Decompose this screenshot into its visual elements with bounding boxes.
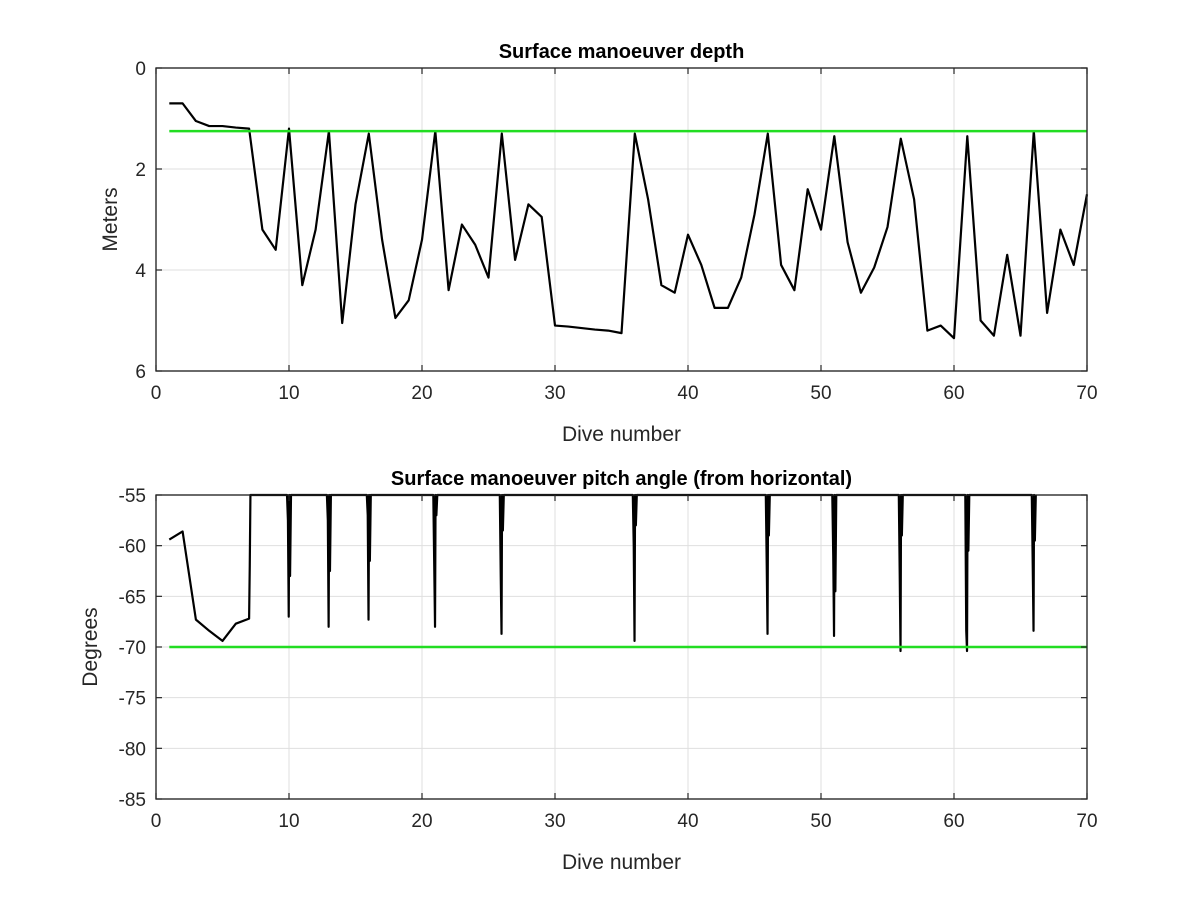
y-tick-label: -70 — [119, 638, 146, 659]
y-tick-label: -55 — [119, 486, 146, 507]
data-series-line — [169, 102, 1089, 340]
x-tick-label: 70 — [1076, 383, 1097, 404]
x-axis-label: Dive number — [562, 851, 681, 874]
pitch-angle-plot: 0 10 20 30 40 50 60 70 -55 -60 -65 -70 -75 -80 -85 Surf… — [79, 468, 1098, 874]
x-tick-label: 0 — [151, 383, 162, 404]
y-tick-label: 2 — [135, 160, 146, 181]
x-tick-label: 40 — [677, 383, 698, 404]
x-tick-label: 60 — [943, 811, 964, 832]
x-tick-label: 50 — [810, 383, 831, 404]
x-tick-label: 30 — [544, 383, 565, 404]
x-tick-label: 20 — [411, 811, 432, 832]
x-tick-label: 10 — [278, 811, 299, 832]
y-tick-label: -75 — [119, 689, 146, 710]
y-tick-label: -85 — [119, 790, 146, 811]
x-tick-label: 70 — [1076, 811, 1097, 832]
y-tick-label: 0 — [135, 59, 146, 80]
x-tick-label: 60 — [943, 383, 964, 404]
chart-title: Surface manoeuver pitch angle (from hori… — [391, 468, 852, 490]
x-tick-label: 30 — [544, 811, 565, 832]
y-tick-label: -60 — [119, 537, 146, 558]
y-tick-label: 4 — [135, 261, 146, 282]
y-tick-label: 6 — [135, 362, 146, 383]
data-series-line — [168, 493, 1037, 653]
y-axis-label: Degrees — [79, 607, 102, 686]
axes-frame — [155, 67, 1088, 372]
y-tick-label: -80 — [119, 739, 146, 760]
x-tick-label: 40 — [677, 811, 698, 832]
x-tick-label: 0 — [151, 811, 162, 832]
depth-plot: 0 10 20 30 40 50 60 70 0 2 4 6 Surface manoeuver dep… — [99, 41, 1098, 446]
x-tick-label: 10 — [278, 383, 299, 404]
y-tick-label: -65 — [119, 587, 146, 608]
chart-title: Surface manoeuver depth — [499, 41, 745, 63]
y-axis-label: Meters — [99, 187, 122, 251]
x-tick-label: 50 — [810, 811, 831, 832]
x-axis-label: Dive number — [562, 423, 681, 446]
x-tick-label: 20 — [411, 383, 432, 404]
